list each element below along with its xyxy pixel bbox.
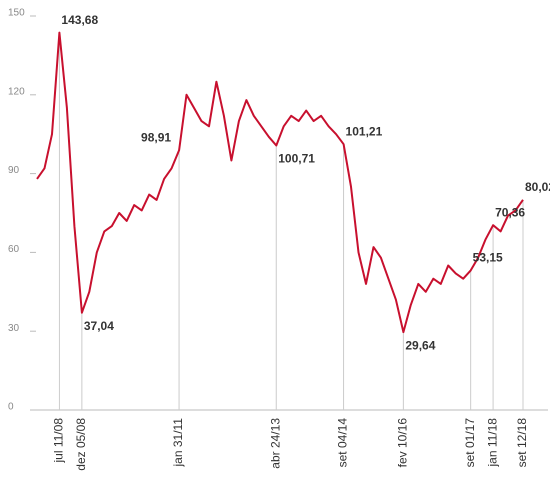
x-tick-label: set 04/14: [336, 418, 350, 468]
data-label: 53,15: [473, 251, 503, 265]
x-tick-label: jan 31/11: [171, 418, 185, 468]
data-label: 100,71: [278, 152, 315, 166]
data-label: 143,68: [61, 13, 98, 27]
y-tick-label: 30: [8, 323, 20, 334]
data-label: 29,64: [405, 338, 435, 352]
x-tick-label: jan 11/18: [485, 418, 499, 468]
x-tick-label: dez 05/08: [74, 418, 88, 471]
y-tick-label: 0: [8, 402, 14, 413]
y-tick-label: 60: [8, 244, 20, 255]
x-tick-label: set 01/17: [463, 418, 477, 468]
y-tick-label: 90: [8, 165, 20, 176]
x-tick-label: jul 11/08: [52, 418, 66, 464]
data-label: 70,36: [495, 205, 525, 219]
data-label: 80,02: [525, 180, 550, 194]
price-line: [36, 31, 524, 334]
y-tick-label: 120: [8, 86, 25, 97]
x-tick-label: fev 10/16: [396, 418, 410, 468]
data-label: 37,04: [84, 319, 114, 333]
x-tick-label: set 12/18: [515, 418, 529, 468]
data-label: 101,21: [346, 124, 383, 138]
x-tick-label: abr 24/13: [268, 418, 282, 469]
data-label: 98,91: [141, 130, 171, 144]
y-tick-label: 150: [8, 8, 25, 19]
